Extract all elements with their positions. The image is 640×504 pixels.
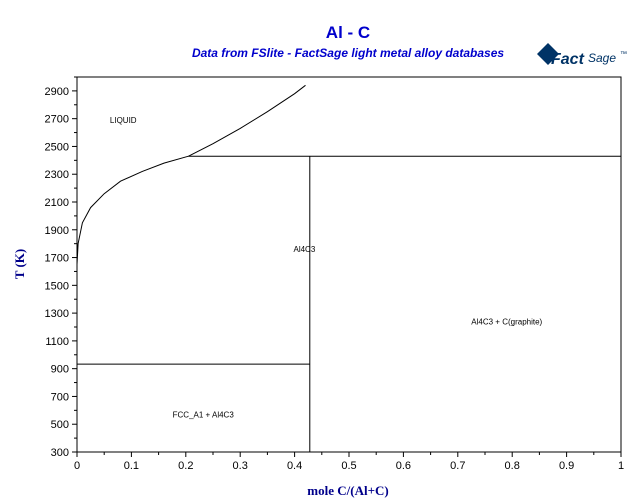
phase-boundary-2 <box>188 84 306 157</box>
region-label: FCC_A1 + Al4C3 <box>173 411 235 420</box>
logo-brand: Fact <box>551 51 585 68</box>
phase-boundary-1 <box>76 155 189 265</box>
x-tick-label: 0.8 <box>505 460 520 472</box>
logo-brand-suffix: Sage <box>588 51 616 65</box>
y-tick-label: 1500 <box>45 280 69 292</box>
y-axis: 300 500 700 900 1100 1300 1500 1700 1900 2100 2300… <box>45 76 77 459</box>
phase-boundaries <box>76 84 621 452</box>
y-tick-label: 1900 <box>45 225 69 237</box>
factsage-logo: Fact Sage ™ <box>537 43 627 68</box>
x-tick-label: 0.3 <box>233 460 248 472</box>
y-tick-label: 2500 <box>45 141 69 153</box>
x-tick-label: 0.1 <box>124 460 139 472</box>
chart-subtitle: Data from FSlite - FactSage light metal … <box>192 46 504 60</box>
logo-mark-icon <box>537 43 559 65</box>
x-tick-label: 0.2 <box>178 460 193 472</box>
y-tick-label: 2300 <box>45 169 69 181</box>
y-tick-label: 1300 <box>45 308 69 320</box>
x-tick-label: 0 <box>74 460 80 472</box>
x-axis-label: mole C/(Al+C) <box>307 483 388 498</box>
y-tick-label: 2900 <box>45 86 69 98</box>
region-label: LIQUID <box>110 116 137 125</box>
x-tick-label: 0.5 <box>341 460 356 472</box>
x-tick-label: 0.9 <box>559 460 574 472</box>
y-tick-label: 1700 <box>45 253 69 265</box>
chart-title: Al - C <box>326 23 370 42</box>
y-tick-label: 900 <box>51 364 69 376</box>
y-tick-label: 300 <box>51 447 69 459</box>
x-axis: 0 0.1 0.2 0.3 0.4 0.5 0.6 0.7 0.8 0.9 1 <box>74 452 624 472</box>
x-tick-label: 0.6 <box>396 460 411 472</box>
x-tick-label: 1 <box>618 460 624 472</box>
plot-area <box>76 76 622 453</box>
region-label: Al4C3 + C(graphite) <box>471 317 542 326</box>
y-tick-label: 1100 <box>45 336 69 348</box>
x-tick-label: 0.4 <box>287 460 302 472</box>
y-tick-label: 700 <box>51 391 69 403</box>
region-label: Al4C3 <box>293 245 315 254</box>
y-tick-label: 500 <box>51 419 69 431</box>
x-tick-label: 0.7 <box>450 460 465 472</box>
logo-mark: ™ <box>620 51 627 58</box>
region-labels: LIQUID Al4C3 Al4C3 + C(graphite) FCC_A1 + A… <box>110 116 543 419</box>
y-axis-label: T (K) <box>12 249 27 279</box>
y-tick-label: 2700 <box>45 114 69 126</box>
y-tick-label: 2100 <box>45 197 69 209</box>
